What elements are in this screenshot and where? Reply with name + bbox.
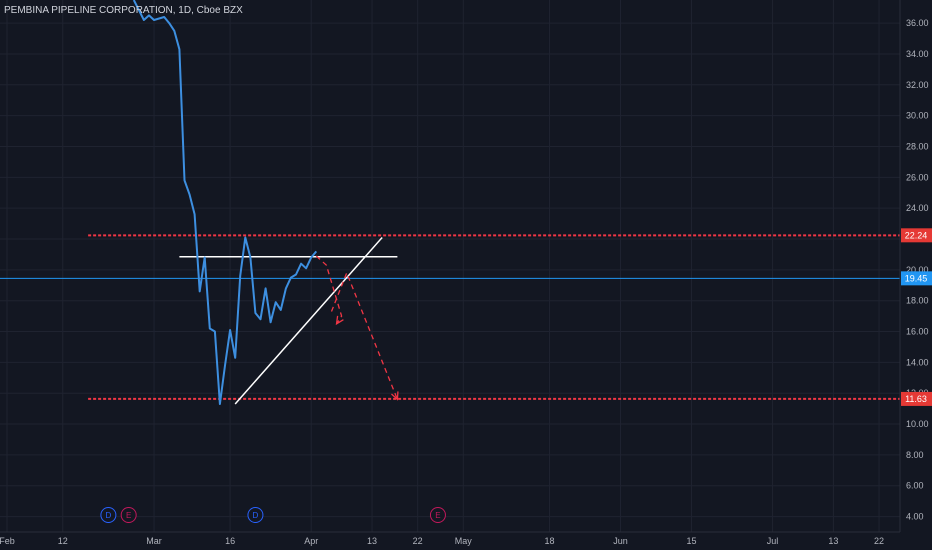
event-marker-label: D (253, 511, 259, 520)
y-tick-label: 30.00 (906, 111, 929, 121)
event-marker[interactable] (429, 507, 446, 523)
projection-arrow[interactable] (315, 255, 343, 325)
y-tick-label: 18.00 (906, 296, 929, 306)
price-tag (901, 391, 932, 406)
x-tick-label: 12 (58, 536, 68, 546)
y-tick-label: 34.00 (906, 49, 929, 59)
x-tick-label: Mar (146, 536, 162, 546)
price-series (132, 0, 318, 405)
time-axis[interactable]: Feb 12 Mar 16 Apr 13 22 May 18 Jun 15 Jul 13 22 (0, 531, 900, 546)
chart-drawings[interactable] (179, 236, 399, 405)
y-tick-label: 8.00 (906, 450, 924, 460)
projection-arrowhead (391, 391, 399, 401)
x-tick-label: 15 (686, 536, 696, 546)
price-axis[interactable]: 4.006.008.0010.0012.0014.0016.0018.0020.… (899, 0, 929, 532)
x-tick-label: 22 (874, 536, 884, 546)
y-tick-label: 20.00 (906, 265, 929, 275)
x-tick-label: 22 (413, 536, 423, 546)
x-tick-label: 13 (367, 536, 377, 546)
x-tick-label: Jun (613, 536, 628, 546)
event-marker-label: E (126, 511, 131, 520)
price-levels (0, 234, 900, 400)
price-tag-label: 19.45 (905, 273, 928, 283)
y-tick-label: 26.00 (906, 172, 929, 182)
price-tag (901, 228, 932, 243)
y-tick-label: 28.00 (906, 141, 929, 151)
y-tick-label: 10.00 (906, 419, 929, 429)
projection-arrow[interactable] (330, 271, 399, 400)
chart-grid (0, 0, 900, 532)
y-tick-label: 16.00 (906, 327, 929, 337)
x-tick-label: 16 (225, 536, 235, 546)
projection-arrowhead (335, 315, 344, 326)
event-marker-label: E (435, 511, 440, 520)
chart-title: PEMBINA PIPELINE CORPORATION, 1D, Cboe B… (4, 5, 243, 16)
x-tick-label: May (455, 536, 473, 546)
trend-line[interactable] (234, 236, 383, 405)
x-tick-label: Apr (304, 536, 318, 546)
x-tick-label: Feb (0, 536, 15, 546)
event-marker-label: D (106, 511, 112, 520)
event-marker[interactable] (120, 507, 137, 523)
y-tick-label: 24.00 (906, 203, 929, 213)
y-tick-label: 36.00 (906, 18, 929, 28)
x-tick-label: 13 (828, 536, 838, 546)
price-tag-label: 22.24 (905, 230, 928, 240)
price-tag (901, 271, 932, 286)
y-tick-label: 4.00 (906, 512, 924, 522)
price-tags: 22.24 11.63 19.45 (901, 228, 932, 406)
x-tick-label: Jul (767, 536, 779, 546)
x-tick-label: 18 (544, 536, 554, 546)
price-line (132, 0, 318, 405)
y-tick-label: 32.00 (906, 80, 929, 90)
y-tick-label: 14.00 (906, 357, 929, 367)
event-marker[interactable] (100, 507, 117, 523)
price-tag-label: 11.63 (905, 394, 927, 404)
event-marker[interactable] (247, 507, 264, 523)
y-tick-label: 6.00 (906, 481, 924, 491)
